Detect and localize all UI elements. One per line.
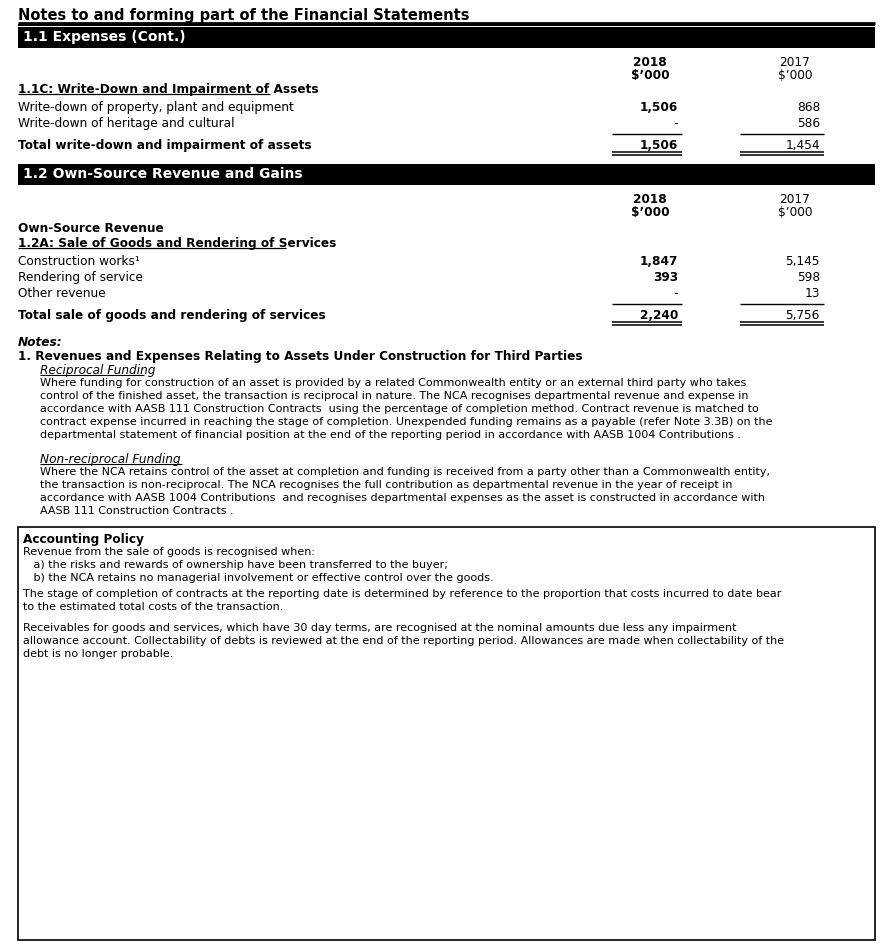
Text: Other revenue: Other revenue xyxy=(18,287,105,300)
Text: a) the risks and rewards of ownership have been transferred to the buyer;: a) the risks and rewards of ownership ha… xyxy=(23,560,448,570)
Text: b) the NCA retains no managerial involvement or effective control over the goods: b) the NCA retains no managerial involve… xyxy=(23,573,494,583)
Text: 1,506: 1,506 xyxy=(639,101,678,114)
Bar xyxy=(18,164,875,185)
Text: 13: 13 xyxy=(805,287,820,300)
Text: 393: 393 xyxy=(653,271,678,284)
Text: 1.2A: Sale of Goods and Rendering of Services: 1.2A: Sale of Goods and Rendering of Ser… xyxy=(18,237,337,250)
Text: 1,506: 1,506 xyxy=(639,139,678,152)
Text: the transaction is non-reciprocal. The NCA recognises the full contribution as d: the transaction is non-reciprocal. The N… xyxy=(40,480,732,490)
Text: Non-reciprocal Funding: Non-reciprocal Funding xyxy=(40,453,180,466)
Text: Total write-down and impairment of assets: Total write-down and impairment of asset… xyxy=(18,139,312,152)
Text: 1,847: 1,847 xyxy=(639,255,678,268)
Text: Construction works¹: Construction works¹ xyxy=(18,255,139,268)
Text: Revenue from the sale of goods is recognised when:: Revenue from the sale of goods is recogn… xyxy=(23,547,315,557)
Bar xyxy=(18,27,875,48)
Text: Write-down of heritage and cultural: Write-down of heritage and cultural xyxy=(18,117,235,130)
Text: contract expense incurred in reaching the stage of completion. Unexpended fundin: contract expense incurred in reaching th… xyxy=(40,417,772,427)
Text: departmental statement of financial position at the end of the reporting period : departmental statement of financial posi… xyxy=(40,430,741,440)
Text: 1.1 Expenses (Cont.): 1.1 Expenses (Cont.) xyxy=(23,30,186,44)
Text: -: - xyxy=(673,287,678,300)
Text: 2017: 2017 xyxy=(780,193,810,206)
Text: 586: 586 xyxy=(797,117,820,130)
Text: 5,756: 5,756 xyxy=(786,309,820,322)
Text: 5,145: 5,145 xyxy=(786,255,820,268)
Text: The stage of completion of contracts at the reporting date is determined by refe: The stage of completion of contracts at … xyxy=(23,589,781,599)
Text: -: - xyxy=(673,117,678,130)
Text: 2018: 2018 xyxy=(633,56,667,69)
Text: 1.2 Own-Source Revenue and Gains: 1.2 Own-Source Revenue and Gains xyxy=(23,167,303,181)
Text: Notes:: Notes: xyxy=(18,336,63,349)
Text: Where funding for construction of an asset is provided by a related Commonwealth: Where funding for construction of an ass… xyxy=(40,378,747,388)
Text: debt is no longer probable.: debt is no longer probable. xyxy=(23,649,173,659)
Text: 1.1C: Write-Down and Impairment of Assets: 1.1C: Write-Down and Impairment of Asset… xyxy=(18,83,319,96)
Text: accordance with AASB 111 Construction Contracts  using the percentage of complet: accordance with AASB 111 Construction Co… xyxy=(40,404,759,414)
Text: 1,454: 1,454 xyxy=(785,139,820,152)
Text: Receivables for goods and services, which have 30 day terms, are recognised at t: Receivables for goods and services, whic… xyxy=(23,623,737,633)
Text: allowance account. Collectability of debts is reviewed at the end of the reporti: allowance account. Collectability of deb… xyxy=(23,636,784,646)
Bar xyxy=(18,527,875,940)
Text: Rendering of service: Rendering of service xyxy=(18,271,143,284)
Text: Own-Source Revenue: Own-Source Revenue xyxy=(18,222,163,235)
Text: Where the NCA retains control of the asset at completion and funding is received: Where the NCA retains control of the ass… xyxy=(40,467,770,477)
Text: 2018: 2018 xyxy=(633,193,667,206)
Text: to the estimated total costs of the transaction.: to the estimated total costs of the tran… xyxy=(23,602,283,612)
Text: Total sale of goods and rendering of services: Total sale of goods and rendering of ser… xyxy=(18,309,326,322)
Text: 2017: 2017 xyxy=(780,56,810,69)
Text: $’000: $’000 xyxy=(778,69,813,82)
Text: Write-down of property, plant and equipment: Write-down of property, plant and equipm… xyxy=(18,101,294,114)
Text: AASB 111 Construction Contracts .: AASB 111 Construction Contracts . xyxy=(40,506,234,516)
Text: 868: 868 xyxy=(797,101,820,114)
Text: accordance with AASB 1004 Contributions  and recognises departmental expenses as: accordance with AASB 1004 Contributions … xyxy=(40,493,765,503)
Text: $’000: $’000 xyxy=(630,69,670,82)
Text: Notes to and forming part of the Financial Statements: Notes to and forming part of the Financi… xyxy=(18,8,470,23)
Text: control of the finished asset, the transaction is reciprocal in nature. The NCA : control of the finished asset, the trans… xyxy=(40,391,748,401)
Text: Reciprocal Funding: Reciprocal Funding xyxy=(40,364,155,377)
Text: 598: 598 xyxy=(797,271,820,284)
Text: 2,240: 2,240 xyxy=(639,309,678,322)
Text: $’000: $’000 xyxy=(630,206,670,219)
Text: $’000: $’000 xyxy=(778,206,813,219)
Text: Accounting Policy: Accounting Policy xyxy=(23,533,144,546)
Text: 1. Revenues and Expenses Relating to Assets Under Construction for Third Parties: 1. Revenues and Expenses Relating to Ass… xyxy=(18,350,582,363)
